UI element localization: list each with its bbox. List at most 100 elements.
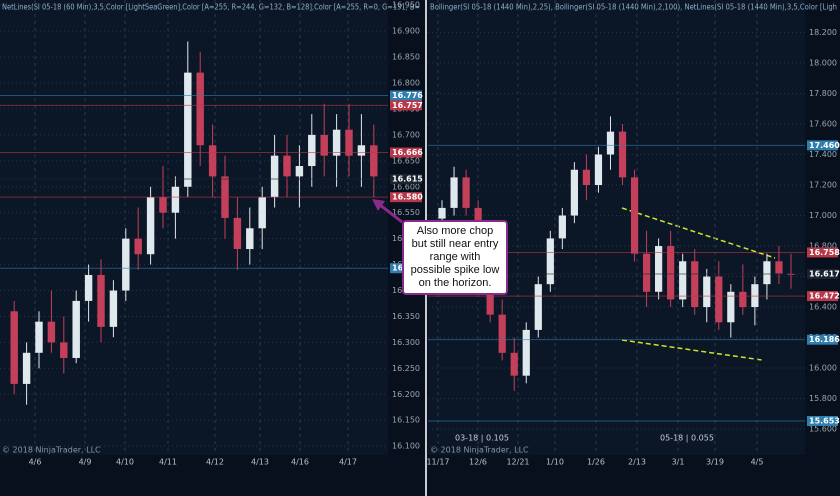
price-flag <box>390 173 422 184</box>
y-tick-label: 16.200 <box>392 390 420 399</box>
price-flag-label: 16.776 <box>392 91 423 100</box>
candle-body <box>498 314 506 353</box>
left-plot-area <box>0 0 388 455</box>
price-flag-label: 16.617 <box>809 269 840 278</box>
candle-body <box>72 300 80 358</box>
candle-body <box>534 284 542 330</box>
candle-body <box>450 177 458 208</box>
candle-body <box>246 228 254 250</box>
candle-body <box>618 131 627 178</box>
candle-body <box>739 291 747 308</box>
price-flag-label: 16.758 <box>809 248 840 257</box>
candle-body <box>134 238 142 255</box>
y-tick-label: 15.600 <box>809 425 837 434</box>
candle-body <box>357 145 366 156</box>
x-tick-label: 4/13 <box>251 458 269 467</box>
candle-body <box>715 276 723 323</box>
candle-body <box>510 352 518 376</box>
y-tick-label: 16.100 <box>392 442 420 451</box>
price-flag <box>807 415 838 426</box>
price-flag-label: 16.615 <box>392 174 423 183</box>
panel-header: Bollinger(SI 05-18 (1440 Min),2,25), Bol… <box>430 3 837 12</box>
price-flag <box>807 140 838 151</box>
candle-body <box>22 352 31 384</box>
price-flag-label: 16.580 <box>392 193 423 202</box>
x-tick-label: 12/21 <box>506 458 529 467</box>
y-tick-label: 18.200 <box>809 28 837 37</box>
x-tick-label: 4/17 <box>339 458 357 467</box>
annotation: Also more chop but still near entry rang… <box>402 220 508 295</box>
candle-body <box>332 129 341 156</box>
x-tick-label: 4/6 <box>29 458 42 467</box>
price-flag-label: 16.757 <box>392 101 423 110</box>
x-tick-label: 4/9 <box>79 458 92 467</box>
candle-body <box>159 197 167 213</box>
price-flag <box>807 268 838 279</box>
y-tick-label: 17.800 <box>809 89 837 98</box>
x-tick-label: 4/5 <box>751 458 764 467</box>
candle-body <box>283 155 291 177</box>
candle-body <box>35 321 43 353</box>
candle-body <box>184 72 192 187</box>
x-tick-label: 2/13 <box>628 458 646 467</box>
y-tick-label: 18.000 <box>809 58 837 67</box>
y-tick-label: 16.800 <box>392 79 420 88</box>
candle-body <box>727 291 735 323</box>
candle-body <box>295 166 304 177</box>
candle-body <box>522 329 530 376</box>
candle-body <box>60 342 68 358</box>
copyright: © 2018 NinjaTrader, LLC <box>430 446 529 455</box>
price-flag <box>390 90 422 101</box>
candle-body <box>703 276 711 308</box>
candle-body <box>775 261 783 274</box>
candle-body <box>438 207 446 219</box>
candle-body <box>606 131 615 155</box>
x-tick-label: 3/19 <box>706 458 724 467</box>
candle-body <box>546 238 554 285</box>
candle-body <box>558 215 566 239</box>
y-tick-label: 16.700 <box>392 130 420 139</box>
candle-body <box>10 311 18 384</box>
candle-body <box>122 238 130 291</box>
candle-body <box>582 169 591 186</box>
price-flag-label: 16.666 <box>392 148 423 157</box>
y-tick-label: 16.550 <box>392 208 420 217</box>
candle-body <box>84 274 93 301</box>
y-tick-label: 16.150 <box>392 416 420 425</box>
price-flag-label: 16.186 <box>809 335 840 344</box>
candle-body <box>594 154 603 186</box>
session-note: 03-18 | 0.105 <box>455 434 509 443</box>
candle-body <box>258 197 266 229</box>
y-tick-label: 16.400 <box>809 303 837 312</box>
session-note: 05-18 | 0.055 <box>660 434 714 443</box>
candle-body <box>655 246 663 292</box>
candle-body <box>171 186 180 213</box>
price-flag-label: 17.460 <box>809 141 840 150</box>
candle-body <box>345 129 353 156</box>
candle-body <box>370 145 378 177</box>
trend-line <box>621 207 776 259</box>
candle-body <box>630 177 639 254</box>
y-tick-label: 17.400 <box>809 150 837 159</box>
x-tick-label: 11/17 <box>426 458 449 467</box>
y-tick-label: 16.250 <box>392 364 420 373</box>
candle-body <box>208 145 217 177</box>
x-tick-label: 1/10 <box>546 458 564 467</box>
x-tick-label: 4/10 <box>116 458 134 467</box>
y-tick-label: 17.600 <box>809 120 837 129</box>
x-tick-label: 4/12 <box>206 458 224 467</box>
x-tick-label: 3/1 <box>672 458 685 467</box>
y-tick-label: 16.800 <box>809 242 837 251</box>
y-tick-label: 16.900 <box>392 27 420 36</box>
price-flag <box>807 291 838 302</box>
x-tick-label: 12/6 <box>469 458 487 467</box>
candle-body <box>642 253 651 292</box>
y-tick-label: 16.350 <box>392 312 420 321</box>
candle-body <box>320 134 328 156</box>
panel-header: NetLines(SI 05-18 (60 Min),3,5,Color [Li… <box>2 3 420 12</box>
y-tick-label: 15.800 <box>809 394 837 403</box>
price-flag-label: 15.653 <box>809 416 840 425</box>
x-tick-label: 4/16 <box>291 458 309 467</box>
x-tick-label: 4/11 <box>159 458 177 467</box>
